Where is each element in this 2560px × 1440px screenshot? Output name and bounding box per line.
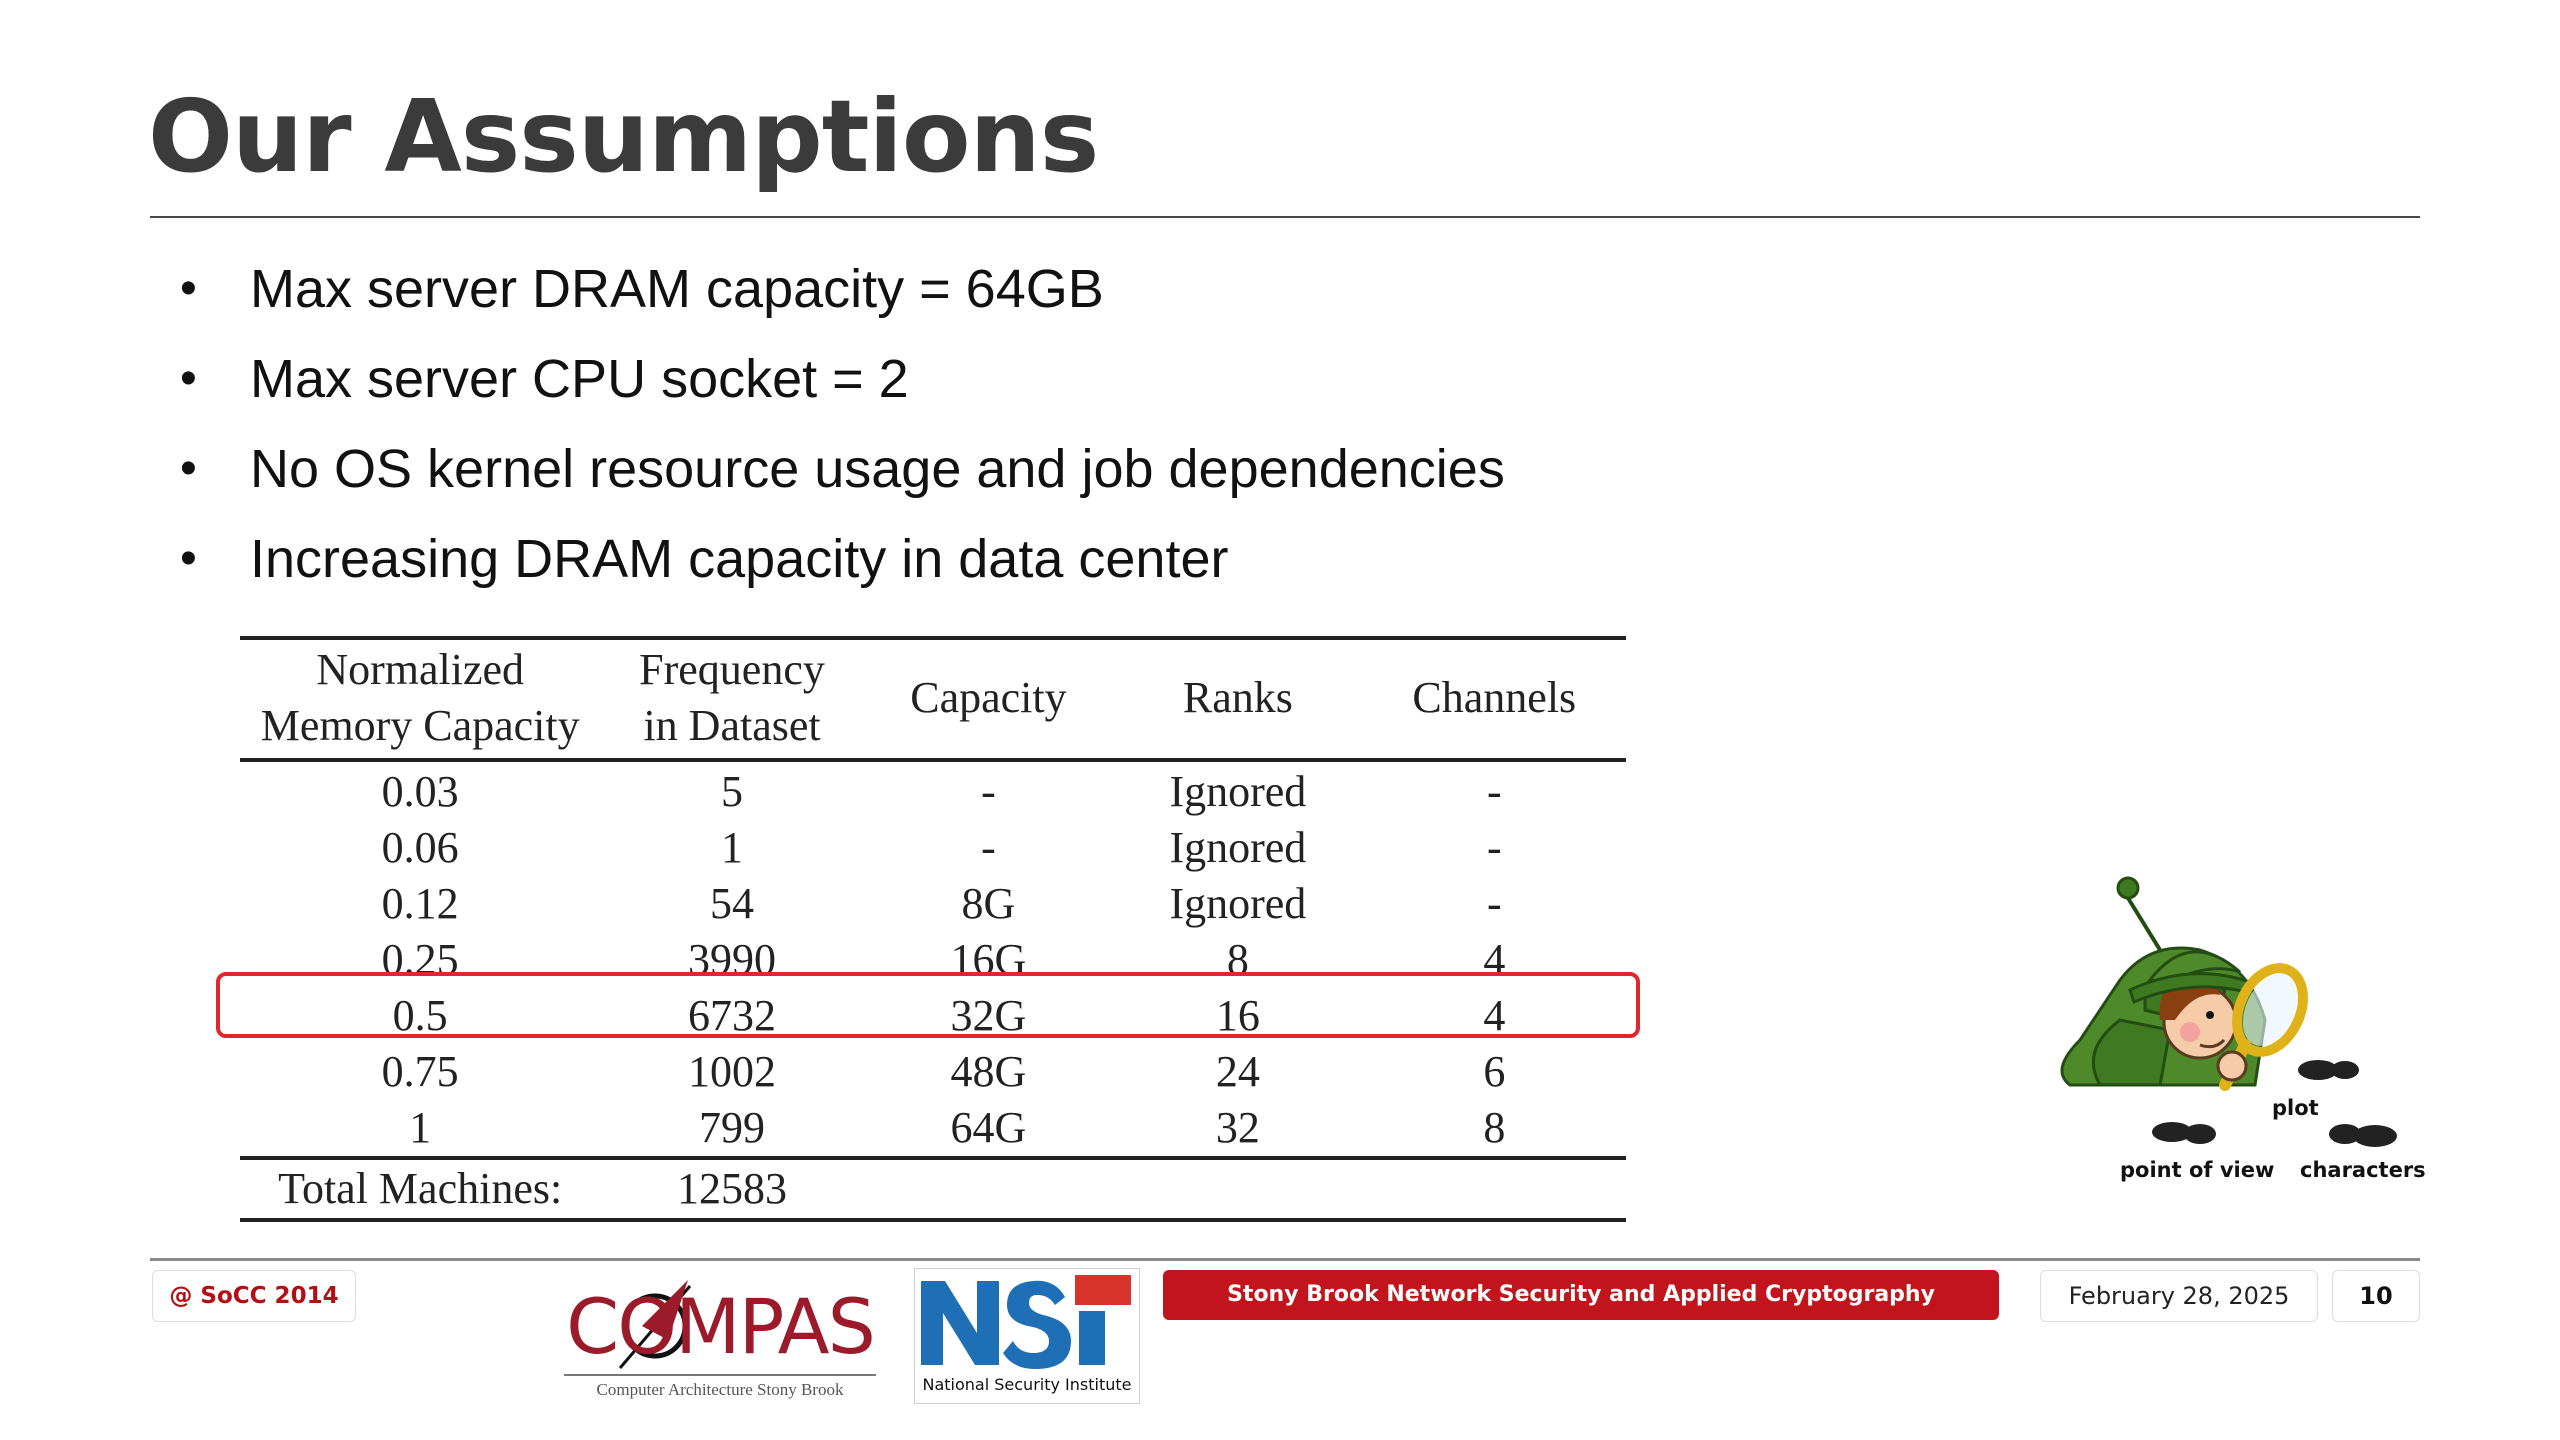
table-cell: Ignored <box>1169 823 1307 872</box>
slide-title: Our Assumptions <box>148 78 1099 195</box>
table-cell: 0.5 <box>392 991 448 1040</box>
table-cell: - <box>1486 823 1502 872</box>
table-cell: 8 <box>1226 935 1249 984</box>
table-cell: 64G <box>950 1103 1027 1152</box>
table-cell: 32 <box>1215 1103 1260 1152</box>
lab-banner: Stony Brook Network Security and Applied… <box>1163 1270 1999 1357</box>
table-cell: 4 <box>1483 991 1506 1040</box>
venue-badge: @ SoCC 2014 <box>152 1270 356 1322</box>
table-row: 1 799 64G 32 8 <box>240 1100 1626 1158</box>
bullet-marker: • <box>180 532 197 585</box>
bullet-item: • No OS kernel resource usage and job dep… <box>178 428 1505 518</box>
detective-illustration: plot point of view characters <box>2010 870 2430 1190</box>
footprint-icon <box>2152 1060 2397 1147</box>
table-row-highlighted: 0.5 6732 32G 16 4 <box>240 988 1626 1044</box>
point-of-view-label: point of view <box>2120 1158 2275 1182</box>
bullet-text: No OS kernel resource usage and job depe… <box>250 439 1505 499</box>
bullet-item: • Increasing DRAM capacity in data center <box>178 518 1505 608</box>
table-cell: 0.06 <box>381 823 459 872</box>
table-cell: 6 <box>1483 1047 1506 1096</box>
compass-icon <box>618 1280 692 1369</box>
table-cell: 8G <box>961 879 1016 928</box>
table-cell: 4 <box>1483 935 1506 984</box>
memory-table-container: Normalized Memory Capacity Frequency in Da… <box>240 636 1626 1222</box>
table-cell: 54 <box>710 879 755 928</box>
table-cell: Ignored <box>1169 879 1307 928</box>
bullet-item: • Max server DRAM capacity = 64GB <box>178 248 1505 338</box>
table-cell: - <box>1486 879 1502 928</box>
bullet-list: • Max server DRAM capacity = 64GB • Max se… <box>178 248 1505 608</box>
table-cell: 0.12 <box>381 879 459 928</box>
page-number: 10 <box>2332 1270 2420 1322</box>
bullet-marker: • <box>180 442 197 495</box>
table-cell: 16 <box>1215 991 1260 1040</box>
memory-capacity-table: Normalized Memory Capacity Frequency in Da… <box>240 636 1626 1222</box>
total-label: Total Machines: <box>240 1156 601 1222</box>
table-header-row: Normalized Memory Capacity Frequency in Da… <box>240 636 1626 762</box>
table-cell: 6732 <box>688 991 777 1040</box>
compas-logo: COMPAS Computer Architecture Stony Brook <box>560 1268 880 1399</box>
table-row: 0.06 1 - Ignored - <box>240 820 1626 876</box>
table-cell: 5 <box>721 767 744 816</box>
table-row: 0.03 5 - Ignored - <box>240 760 1626 820</box>
table-cell: - <box>981 767 996 816</box>
bullet-text: Max server CPU socket = 2 <box>250 349 909 409</box>
total-value: 12583 <box>600 1156 864 1222</box>
detective-icon <box>2060 876 2397 1147</box>
table-row: 0.25 3990 16G 8 4 <box>240 932 1626 988</box>
table-cell: 24 <box>1215 1047 1260 1096</box>
table-cell: 32G <box>950 991 1027 1040</box>
compas-wordmark: COMPAS <box>566 1282 876 1371</box>
plot-label: plot <box>2272 1096 2319 1120</box>
nsi-subtitle: National Security Institute <box>922 1375 1132 1394</box>
bullet-marker: • <box>180 262 197 315</box>
table-cell: 0.75 <box>381 1047 459 1096</box>
compas-subtitle: Computer Architecture Stony Brook <box>596 1380 844 1399</box>
highlight-box <box>216 972 1640 1038</box>
table-total-row: Total Machines: 12583 <box>240 1156 1626 1222</box>
table-cell: 1 <box>721 823 744 872</box>
header-frequency: Frequency in Dataset <box>600 636 864 762</box>
bullet-marker: • <box>180 352 197 405</box>
table-cell: 8 <box>1483 1103 1506 1152</box>
table-cell: Ignored <box>1169 767 1307 816</box>
bullet-item: • Max server CPU socket = 2 <box>178 338 1505 428</box>
bullet-text: Increasing DRAM capacity in data center <box>250 529 1229 589</box>
nsi-logo: National Security Institute <box>914 1268 1140 1404</box>
table-cell: 1002 <box>688 1047 777 1096</box>
table-cell: 48G <box>950 1047 1027 1096</box>
characters-label: characters <box>2300 1158 2426 1182</box>
header-ranks: Ranks <box>1113 636 1363 762</box>
table-row: 0.75 1002 48G 24 6 <box>240 1044 1626 1100</box>
nsi-wordmark-icon <box>917 1271 1137 1371</box>
header-capacity: Capacity <box>863 636 1114 762</box>
title-divider <box>150 216 2420 218</box>
footer-divider <box>150 1258 2420 1261</box>
table-cell: - <box>981 823 996 872</box>
table-cell: - <box>1486 767 1502 816</box>
header-normalized-capacity: Normalized Memory Capacity <box>240 636 601 762</box>
table-row: 0.12 54 8G Ignored - <box>240 876 1626 932</box>
table-cell: 0.03 <box>381 767 459 816</box>
bullet-text: Max server DRAM capacity = 64GB <box>250 259 1104 319</box>
header-channels: Channels <box>1362 636 1626 762</box>
table-cell: 799 <box>699 1103 766 1152</box>
slide-date: February 28, 2025 <box>2040 1270 2318 1322</box>
table-cell: 1 <box>409 1103 432 1152</box>
